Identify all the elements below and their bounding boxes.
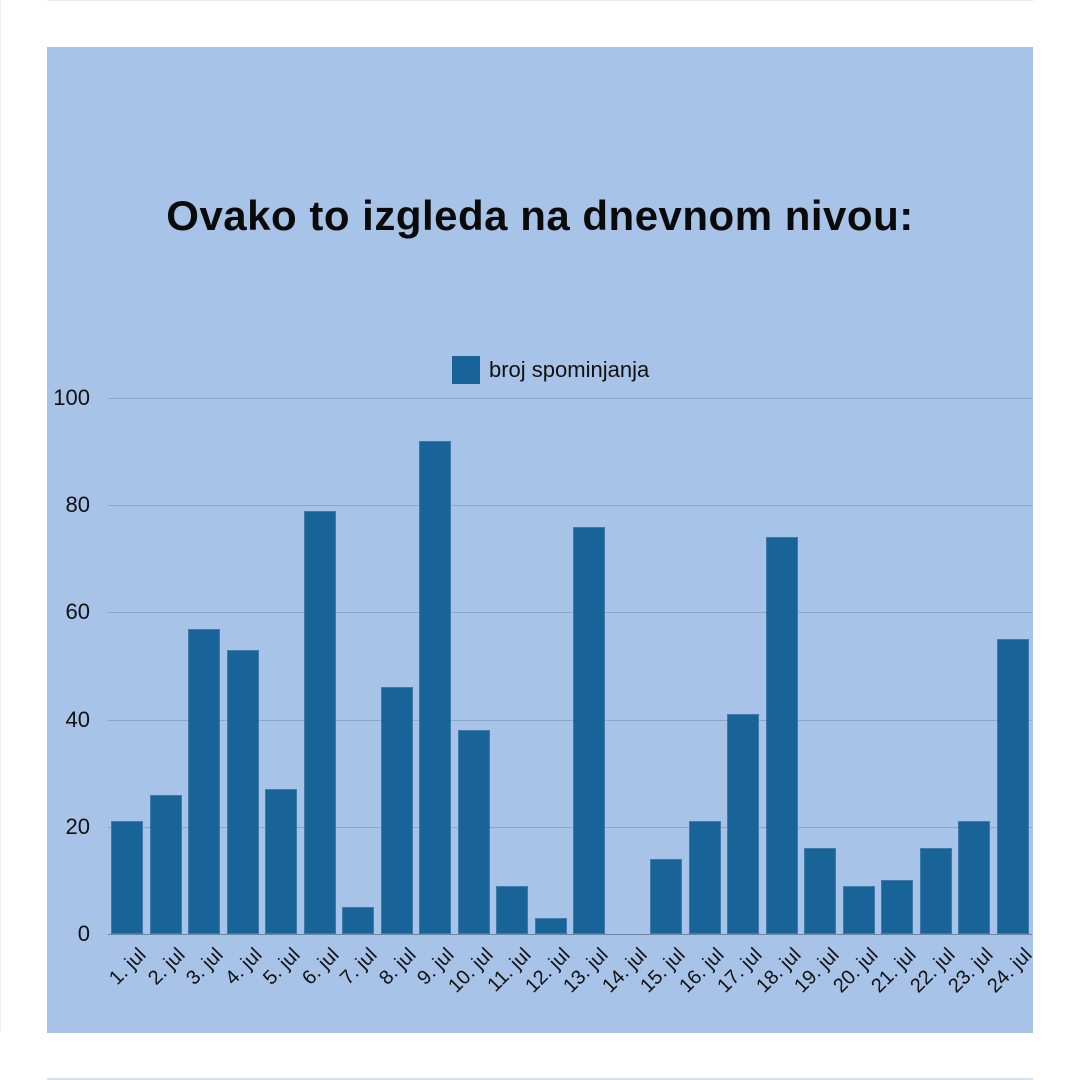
y-tick-label: 20 <box>65 814 90 839</box>
y-tick-label: 0 <box>77 921 90 946</box>
bar <box>149 794 182 934</box>
bar <box>650 859 683 934</box>
bar <box>688 821 721 934</box>
x-axis-line <box>108 934 1032 935</box>
gridline <box>108 612 1032 613</box>
gridline <box>108 827 1032 828</box>
bar <box>457 730 490 934</box>
y-tick-label: 80 <box>65 492 90 517</box>
bar <box>958 821 991 934</box>
y-tick-label: 100 <box>53 385 90 410</box>
chart-legend: broj spominjanja <box>452 355 649 384</box>
bar <box>419 440 452 934</box>
bar <box>919 848 952 934</box>
bar <box>534 917 567 934</box>
bar <box>226 649 259 934</box>
bar <box>804 848 837 934</box>
bar <box>765 537 798 934</box>
y-tick-label: 60 <box>65 599 90 624</box>
bar <box>496 885 529 934</box>
bar <box>842 885 875 934</box>
gridline <box>108 505 1032 506</box>
bar <box>727 714 760 934</box>
bar <box>996 639 1029 934</box>
bar <box>342 907 375 934</box>
y-tick-label: 40 <box>65 707 90 732</box>
gridline <box>108 398 1032 399</box>
chart-title: Ovako to izgleda na dnevnom nivou: <box>166 192 914 239</box>
legend-label: broj spominjanja <box>489 356 650 382</box>
bar <box>265 789 298 934</box>
bar <box>303 510 336 934</box>
bar <box>573 526 606 934</box>
bar <box>111 821 144 934</box>
bar <box>188 628 221 934</box>
bar <box>881 880 914 934</box>
bar <box>380 687 413 934</box>
gridline <box>108 720 1032 721</box>
legend-swatch-icon <box>452 355 480 384</box>
page-edge <box>0 0 1 1032</box>
top-divider <box>47 0 1033 1</box>
bottom-divider <box>47 1078 1033 1080</box>
